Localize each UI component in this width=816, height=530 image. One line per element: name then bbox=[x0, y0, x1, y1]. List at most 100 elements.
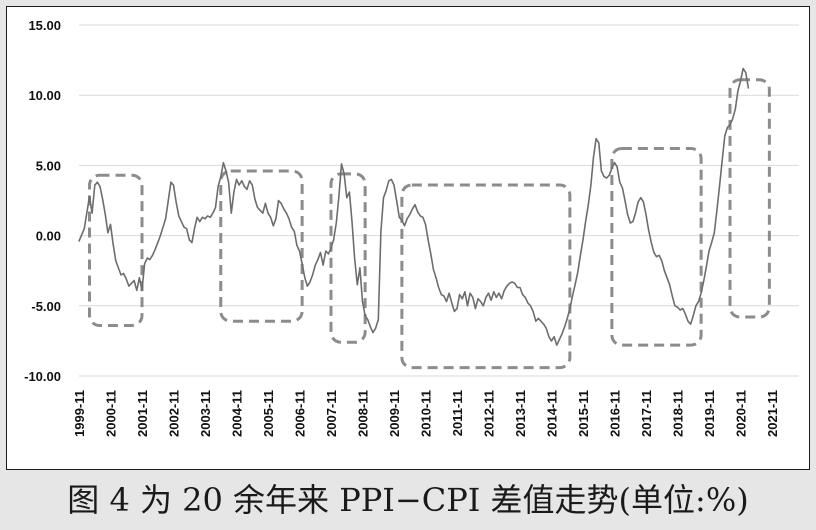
figure-caption: 图 4 为 20 余年来 PPI−CPI 差值走势(单位:%) bbox=[67, 481, 749, 519]
data-point bbox=[196, 216, 198, 218]
data-point bbox=[537, 317, 539, 320]
data-point bbox=[705, 265, 707, 268]
data-point bbox=[296, 244, 298, 247]
highlight-box bbox=[88, 173, 144, 327]
data-point bbox=[561, 333, 563, 335]
data-point bbox=[506, 285, 508, 287]
data-point bbox=[309, 281, 311, 283]
x-tick-label: 2020-11 bbox=[734, 390, 749, 437]
data-point bbox=[443, 295, 445, 297]
x-tick-label: 2000-11 bbox=[104, 390, 119, 437]
data-point bbox=[422, 216, 424, 218]
data-point bbox=[585, 220, 587, 223]
data-point bbox=[469, 292, 471, 294]
data-point bbox=[598, 142, 600, 144]
data-point bbox=[398, 216, 400, 218]
data-point bbox=[674, 305, 676, 307]
data-point bbox=[220, 176, 222, 178]
data-point bbox=[102, 198, 104, 200]
highlight-box bbox=[329, 172, 367, 344]
data-point bbox=[490, 299, 492, 301]
y-tick-label: -5.00 bbox=[31, 299, 61, 314]
data-point bbox=[312, 274, 314, 276]
data-point bbox=[621, 187, 623, 189]
data-point bbox=[456, 308, 458, 310]
data-point bbox=[112, 243, 114, 245]
data-point bbox=[480, 300, 482, 303]
data-point bbox=[477, 298, 479, 300]
data-point bbox=[275, 218, 277, 220]
x-tick-label: 1999-11 bbox=[72, 390, 87, 437]
data-point bbox=[298, 250, 301, 252]
y-tick-label: 10.00 bbox=[28, 88, 61, 103]
data-point bbox=[745, 72, 747, 74]
data-point bbox=[322, 264, 324, 266]
data-point bbox=[438, 286, 440, 289]
data-point bbox=[461, 298, 463, 300]
data-point bbox=[130, 282, 133, 284]
x-tick-label: 2006-11 bbox=[293, 390, 308, 437]
x-axis-ticks: 1999-11 2000-11 2001-11 2002-11 2003-11 2004-… bbox=[72, 390, 780, 437]
data-point bbox=[711, 242, 713, 244]
data-point bbox=[159, 235, 161, 237]
data-point bbox=[571, 295, 574, 297]
data-point bbox=[679, 309, 681, 311]
data-point bbox=[348, 191, 350, 193]
data-point bbox=[301, 263, 303, 265]
y-tick-label: 5.00 bbox=[36, 158, 61, 173]
data-point bbox=[676, 306, 679, 308]
data-point bbox=[149, 258, 151, 261]
data-point bbox=[495, 296, 497, 298]
data-point bbox=[214, 206, 217, 209]
data-point bbox=[508, 282, 511, 284]
data-point bbox=[642, 201, 644, 203]
data-point bbox=[317, 258, 319, 261]
data-point bbox=[120, 274, 122, 276]
data-point bbox=[146, 257, 148, 259]
gridlines bbox=[79, 24, 799, 377]
data-point bbox=[133, 279, 135, 282]
data-point bbox=[695, 305, 697, 307]
data-point bbox=[217, 185, 219, 188]
data-point bbox=[493, 291, 495, 293]
data-point bbox=[535, 320, 537, 322]
data-point bbox=[498, 292, 500, 294]
data-point bbox=[703, 279, 705, 282]
x-tick-label: 2011-11 bbox=[450, 390, 465, 436]
data-point bbox=[382, 197, 385, 199]
data-point bbox=[96, 181, 98, 183]
data-point bbox=[259, 209, 261, 211]
data-point bbox=[356, 284, 358, 286]
data-point bbox=[340, 163, 343, 165]
data-point bbox=[729, 124, 731, 126]
data-point bbox=[427, 239, 429, 241]
data-point bbox=[550, 340, 553, 342]
data-point bbox=[330, 247, 332, 249]
x-tick-label: 2012-11 bbox=[482, 390, 497, 437]
data-point bbox=[629, 222, 631, 224]
data-point bbox=[343, 173, 345, 175]
data-point bbox=[369, 326, 371, 328]
data-point bbox=[186, 227, 188, 230]
data-point bbox=[256, 206, 259, 209]
data-point bbox=[485, 296, 487, 298]
x-tick-label: 2002-11 bbox=[167, 390, 182, 437]
x-tick-label: 2014-11 bbox=[545, 390, 560, 437]
data-point bbox=[569, 308, 571, 310]
data-point bbox=[424, 223, 427, 225]
data-point bbox=[524, 296, 526, 298]
data-point bbox=[99, 185, 101, 188]
data-point bbox=[487, 292, 490, 294]
data-point bbox=[272, 225, 274, 227]
data-point bbox=[170, 181, 172, 183]
data-point bbox=[180, 220, 182, 223]
y-tick-label: 15.00 bbox=[28, 18, 61, 33]
data-point bbox=[445, 300, 448, 303]
data-point bbox=[627, 213, 629, 216]
data-point bbox=[136, 289, 138, 291]
data-point bbox=[364, 315, 366, 317]
data-point bbox=[482, 305, 484, 307]
data-point bbox=[178, 215, 180, 217]
data-point bbox=[125, 278, 127, 280]
data-point bbox=[608, 174, 610, 176]
